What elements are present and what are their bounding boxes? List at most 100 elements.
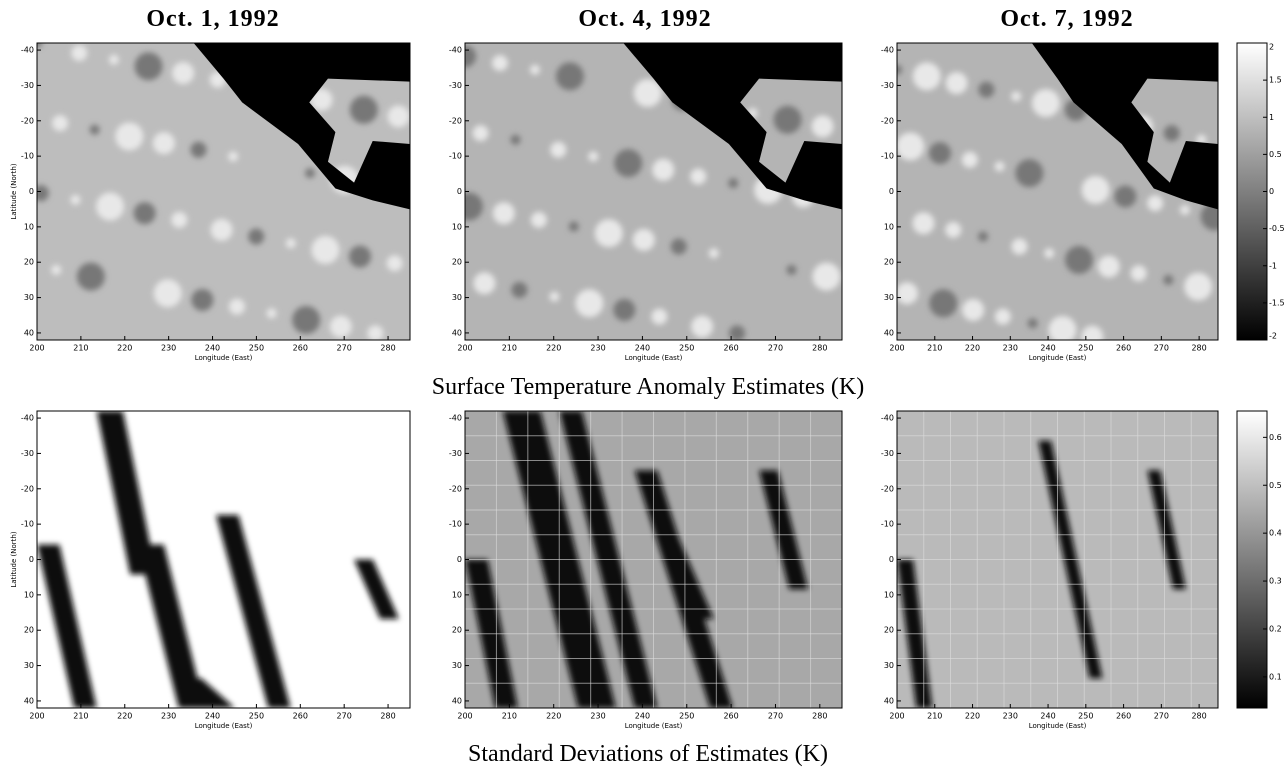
y-tick-label: 40 [884,696,894,705]
x-tick-label: 280 [380,344,395,353]
anomaly-blob [191,288,214,311]
y-tick-label: 0 [457,187,462,196]
anomaly-blob [811,115,834,138]
y-tick-label: 10 [452,590,462,599]
anomaly-blob [1147,195,1164,212]
anomaly-blob [172,62,195,85]
anomaly-blob [555,62,584,91]
x-tick-label: 220 [117,344,132,353]
y-tick-label: -20 [21,484,34,493]
y-tick-label: 20 [452,626,462,635]
colorbar-tick-label: 0 [1269,187,1274,196]
x-tick-label: 260 [1116,712,1131,721]
anomaly-blob [961,151,978,168]
x-tick-label: 250 [679,344,694,353]
anomaly-blob [529,64,540,75]
land [1031,43,1218,210]
anomaly-blob [1011,238,1028,255]
anomaly-blob [37,43,42,48]
x-tick-label: 260 [723,712,738,721]
anomaly-blob [1081,175,1110,204]
anomaly-blob [228,298,245,315]
y-tick-label: -20 [881,116,894,125]
map-image [37,411,410,708]
anomaly-blob [465,192,483,221]
y-tick-label: -40 [449,46,462,55]
x-axis-label: Longitude (East) [625,722,683,730]
map-image [37,43,410,340]
anomaly-blob [812,262,841,291]
y-tick-label: 10 [24,590,34,599]
x-tick-label: 280 [812,344,827,353]
y-axis-label: Latitude (North) [10,163,18,219]
map-panel: 200 210 220 230 240 250 260 270 280 -40 -30 -20 -10 0… [10,410,411,730]
y-tick-label: -30 [881,449,894,458]
colorbar-tick-label: -1 [1269,261,1277,270]
colorbar [1236,42,1268,341]
x-tick-label: 250 [249,712,264,721]
y-tick-label: 0 [29,555,34,564]
x-tick-label: 270 [337,344,352,353]
x-tick-label: 280 [812,712,827,721]
y-tick-label: 10 [884,590,894,599]
x-axis-label: Longitude (East) [625,354,683,362]
low-coverage-stripe [37,544,97,708]
x-tick-label: 210 [927,712,942,721]
y-tick-label: -30 [449,81,462,90]
y-tick-label: 30 [452,661,462,670]
anomaly-blob [729,325,746,340]
anomaly-blob [386,255,403,272]
y-tick-label: -10 [881,152,894,161]
colorbar-tick-label: -0.5 [1269,224,1285,233]
x-tick-label: 200 [457,712,472,721]
anomaly-blob [311,235,340,264]
x-tick-label: 220 [546,344,561,353]
x-tick-label: 200 [29,344,44,353]
x-tick-label: 240 [205,344,220,353]
x-tick-label: 210 [502,344,517,353]
map-image [465,411,842,708]
anomaly-blob [108,54,119,65]
y-tick-label: -10 [881,520,894,529]
y-tick-label: -10 [21,152,34,161]
anomaly-blob [76,262,105,291]
anomaly-blob [1044,248,1055,259]
y-tick-label: 10 [884,222,894,231]
anomaly-blob [248,228,265,245]
row-caption: Surface Temperature Anomaly Estimates (K… [432,374,864,400]
anomaly-blob [1081,325,1104,340]
map-panel: 200 210 220 230 240 250 260 270 280 -40 -30 -20 -10 0… [10,42,411,362]
anomaly-blob [1163,125,1180,142]
x-tick-label: 250 [679,712,694,721]
map-background [37,411,410,708]
x-tick-label: 200 [457,344,472,353]
anomaly-blob [349,245,372,268]
anomaly-blob [349,95,378,124]
map-image [897,411,1218,708]
anomaly-blob [786,264,797,275]
anomaly-blob [51,264,62,275]
x-tick-label: 230 [1003,344,1018,353]
low-coverage-stripe [354,559,399,619]
x-axis-label: Longitude (East) [195,354,253,362]
x-tick-label: 270 [768,344,783,353]
map-panel: 200 210 220 230 240 250 260 270 280 -40 -30 -20 -10 0… [881,42,1219,362]
anomaly-blob [929,142,952,165]
x-axis-label: Longitude (East) [1029,354,1087,362]
anomaly-blob [1184,272,1213,301]
x-tick-label: 260 [293,344,308,353]
anomaly-blob [897,282,918,305]
colorbar-tick-label: 1 [1269,113,1274,122]
x-tick-label: 240 [635,344,650,353]
x-tick-label: 220 [117,712,132,721]
y-tick-label: 20 [24,258,34,267]
anomaly-blob [978,231,989,242]
y-tick-label: -30 [21,449,34,458]
anomaly-blob [96,192,125,221]
x-tick-label: 220 [965,344,980,353]
anomaly-blob [292,305,321,334]
y-tick-label: 40 [884,328,894,337]
colorbar-tick-label: 0.5 [1269,481,1282,490]
colorbar-tick-label: 0.3 [1269,577,1282,586]
low-coverage-stripe [171,678,235,708]
